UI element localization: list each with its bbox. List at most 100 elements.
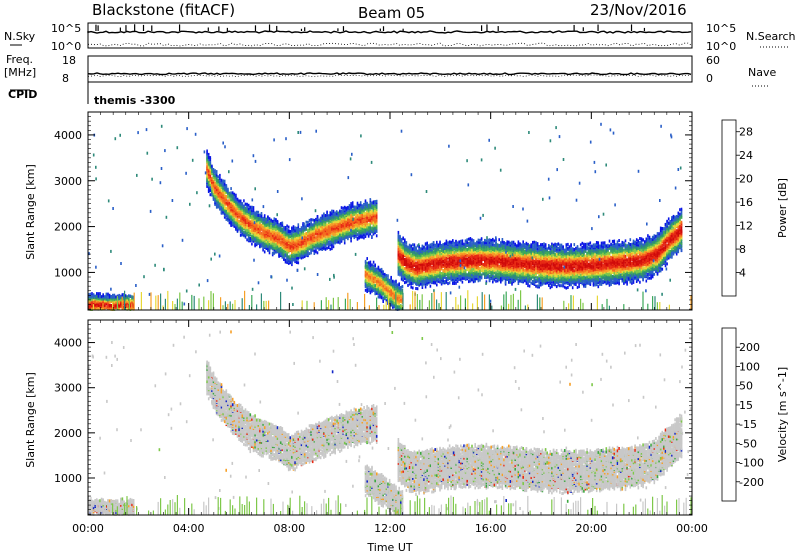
data-cell (356, 233, 359, 237)
data-cell (273, 217, 276, 221)
data-cell (440, 244, 443, 247)
data-cell (249, 237, 252, 240)
data-cell (311, 240, 314, 244)
data-cell (281, 247, 284, 251)
data-cell (493, 275, 496, 279)
data-cell (363, 202, 365, 206)
data-cell (230, 204, 232, 208)
data-cell (259, 224, 261, 228)
data-cell (235, 193, 237, 197)
data-cell (233, 192, 236, 196)
data-cell (463, 242, 465, 246)
data-cell (214, 181, 216, 185)
data-cell (404, 258, 406, 261)
data-cell (254, 224, 256, 228)
data-cell (468, 251, 470, 255)
data-cell (289, 257, 292, 261)
data-cell (313, 218, 316, 222)
data-cell (323, 229, 325, 233)
data-cell (225, 188, 228, 192)
data-cell (347, 205, 349, 209)
data-cell (286, 241, 288, 244)
data-cell (335, 215, 338, 219)
data-cell (335, 227, 338, 231)
data-cell (324, 220, 327, 224)
data-cell (206, 149, 208, 153)
data-cell (271, 231, 274, 235)
data-cell (355, 218, 357, 222)
data-cell (252, 237, 255, 241)
data-cell (310, 244, 312, 248)
data-cell (445, 256, 448, 260)
data-cell (262, 241, 264, 245)
data-cell (289, 254, 292, 258)
data-cell (281, 241, 284, 245)
data-cell (297, 257, 300, 261)
nsearch-label: N.Search (746, 30, 796, 43)
data-cell (345, 224, 348, 228)
data-cell (236, 204, 239, 208)
data-cell (231, 201, 234, 205)
data-cell (276, 249, 279, 252)
data-cell (493, 271, 496, 275)
data-cell (471, 254, 473, 258)
data-cell (323, 243, 325, 247)
data-cell (415, 265, 417, 268)
data-cell (315, 249, 317, 253)
data-cell (471, 238, 473, 242)
data-cell (331, 235, 333, 239)
data-cell (423, 245, 425, 249)
data-cell (334, 220, 336, 223)
data-cell (315, 231, 317, 235)
data-cell (496, 272, 499, 276)
data-cell (402, 236, 404, 240)
data-cell (316, 251, 319, 255)
data-cell (319, 247, 322, 251)
data-cell (331, 209, 333, 213)
data-cell (297, 223, 300, 227)
data-cell (402, 241, 404, 245)
data-cell (217, 185, 220, 189)
data-cell (254, 215, 256, 219)
data-cell (215, 205, 218, 209)
data-cell (348, 204, 351, 208)
data-cell (283, 225, 285, 229)
data-cell (327, 218, 330, 222)
data-cell (268, 241, 271, 245)
data-cell (326, 234, 328, 238)
data-cell (222, 204, 224, 208)
data-cell (251, 235, 253, 238)
data-cell (321, 224, 324, 228)
data-cell (331, 224, 333, 228)
data-cell (209, 158, 212, 161)
data-cell (321, 222, 324, 226)
data-cell (255, 210, 258, 214)
data-cell (332, 241, 335, 245)
data-cell (219, 177, 221, 180)
data-cell (493, 248, 496, 252)
data-cell (319, 245, 322, 249)
data-cell (299, 228, 301, 231)
data-cell (326, 242, 328, 246)
data-cell (431, 265, 433, 269)
data-cell (308, 240, 311, 244)
data-cell (255, 243, 258, 247)
data-cell (278, 248, 280, 252)
data-cell (299, 233, 301, 237)
data-cell (307, 243, 309, 247)
data-cell (252, 206, 255, 210)
data-cell (332, 245, 335, 249)
data-cell (311, 246, 314, 249)
data-cell (231, 222, 234, 225)
data-cell (268, 238, 271, 242)
data-cell (244, 202, 247, 206)
data-cell (286, 250, 288, 254)
data-cell (335, 230, 338, 233)
data-cell (278, 223, 280, 227)
data-cell (400, 237, 403, 241)
data-cell (283, 244, 285, 248)
data-cell (246, 228, 248, 232)
data-cell (488, 274, 491, 278)
data-cell (331, 220, 333, 224)
data-cell (227, 190, 229, 194)
